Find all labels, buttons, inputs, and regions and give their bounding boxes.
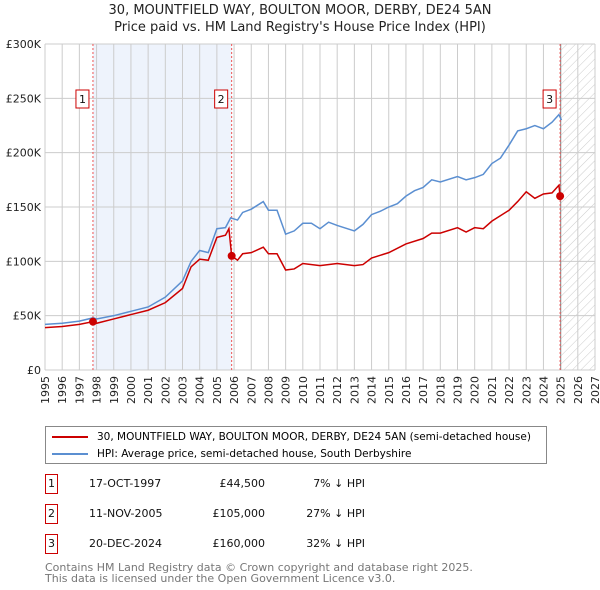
legend: 30, MOUNTFIELD WAY, BOULTON MOOR, DERBY,… (45, 426, 547, 464)
price-paid-line (44, 183, 562, 329)
legend-item-hpi: HPI: Average price, semi-detached house,… (52, 446, 411, 462)
x-tick-label: 1995 (39, 376, 52, 404)
footer-licence: This data is licensed under the Open Gov… (45, 572, 396, 585)
sale-label-box (214, 89, 229, 109)
x-tick-label: 2010 (297, 376, 310, 404)
x-tick-label: 2021 (486, 376, 499, 404)
sale-number-badge: 3 (45, 534, 58, 554)
x-tick-label: 2018 (434, 376, 447, 404)
x-tick-label: 2022 (503, 376, 516, 404)
x-tick-label: 2007 (245, 376, 258, 404)
legend-item-property: 30, MOUNTFIELD WAY, BOULTON MOOR, DERBY,… (52, 429, 531, 445)
x-tick-label: 2005 (211, 376, 224, 404)
sale-label-box (75, 89, 90, 109)
x-tick-label: 2017 (417, 376, 430, 404)
sale-label-number: 1 (79, 93, 86, 106)
x-tick-label: 1997 (73, 376, 86, 404)
x-tick-label: 2002 (159, 376, 172, 404)
legend-swatch-blue (52, 453, 88, 455)
sale-label-box (542, 89, 557, 109)
x-tick-label: 2012 (331, 376, 344, 404)
sale-hpi-diff: 7% ↓ HPI (313, 477, 365, 490)
chart-subtitle: Price paid vs. HM Land Registry's House … (114, 20, 486, 35)
y-tick-label: £150K (6, 201, 42, 214)
x-tick-label: 2025 (555, 376, 568, 404)
y-tick-label: £250K (6, 92, 42, 105)
x-tick-label: 2024 (537, 376, 550, 404)
sale-date: 20-DEC-2024 (89, 537, 163, 550)
footer-copyright: Contains HM Land Registry data © Crown c… (45, 561, 473, 574)
x-tick-label: 2015 (383, 376, 396, 404)
x-tick-label: 2004 (194, 376, 207, 404)
legend-label: 30, MOUNTFIELD WAY, BOULTON MOOR, DERBY,… (97, 431, 531, 443)
x-tick-label: 2011 (314, 376, 327, 404)
x-tick-label: 2014 (366, 376, 379, 404)
x-tick-label: 2006 (228, 376, 241, 404)
y-tick-label: £100K (6, 255, 42, 268)
y-tick-label: £300K (6, 38, 42, 51)
sale-point (556, 192, 565, 201)
sale-hpi-diff: 27% ↓ HPI (306, 507, 365, 520)
sale-date: 11-NOV-2005 (89, 507, 163, 520)
sale-label-number: 2 (218, 93, 225, 106)
x-tick-label: 2013 (348, 376, 361, 404)
x-tick-label: 2020 (469, 376, 482, 404)
x-tick-label: 2019 (452, 376, 465, 404)
sale-point (227, 251, 236, 260)
x-tick-label: 2001 (142, 376, 155, 404)
sale-hpi-diff: 32% ↓ HPI (306, 537, 365, 550)
sale-price: £105,000 (212, 507, 266, 520)
plot-area: 1995 1996 1997 1998 1999 2000 2001 2002 2003 2004… (6, 38, 600, 404)
sale-point (88, 317, 97, 326)
x-tick-label: 2009 (280, 376, 293, 404)
sale-label-number: 3 (546, 93, 553, 106)
x-tick-label: 2008 (262, 376, 275, 404)
legend-swatch-red (52, 436, 88, 438)
sale-date: 17-OCT-1997 (89, 477, 162, 490)
x-tick-label: 2027 (589, 376, 600, 404)
legend-label: HPI: Average price, semi-detached house,… (97, 448, 412, 460)
chart-title: 30, MOUNTFIELD WAY, BOULTON MOOR, DERBY,… (108, 3, 492, 18)
x-tick-label: 2023 (520, 376, 533, 404)
y-tick-label: £0 (27, 364, 41, 377)
hpi-line (44, 113, 563, 326)
x-tick-label: 2016 (400, 376, 413, 404)
y-tick-label: £200K (6, 147, 42, 160)
x-tick-label: 1998 (91, 376, 104, 404)
sale-price: £160,000 (212, 537, 266, 550)
sale-number-badge: 2 (45, 504, 58, 524)
x-tick-label: 2026 (572, 376, 585, 404)
sale-price: £44,500 (219, 477, 266, 490)
x-tick-label: 1999 (108, 376, 121, 404)
y-tick-label: £50K (13, 310, 42, 323)
sale-number-badge: 1 (45, 474, 58, 494)
x-tick-label: 2000 (125, 376, 138, 404)
x-tick-label: 1996 (56, 376, 69, 404)
x-tick-label: 2003 (177, 376, 190, 404)
